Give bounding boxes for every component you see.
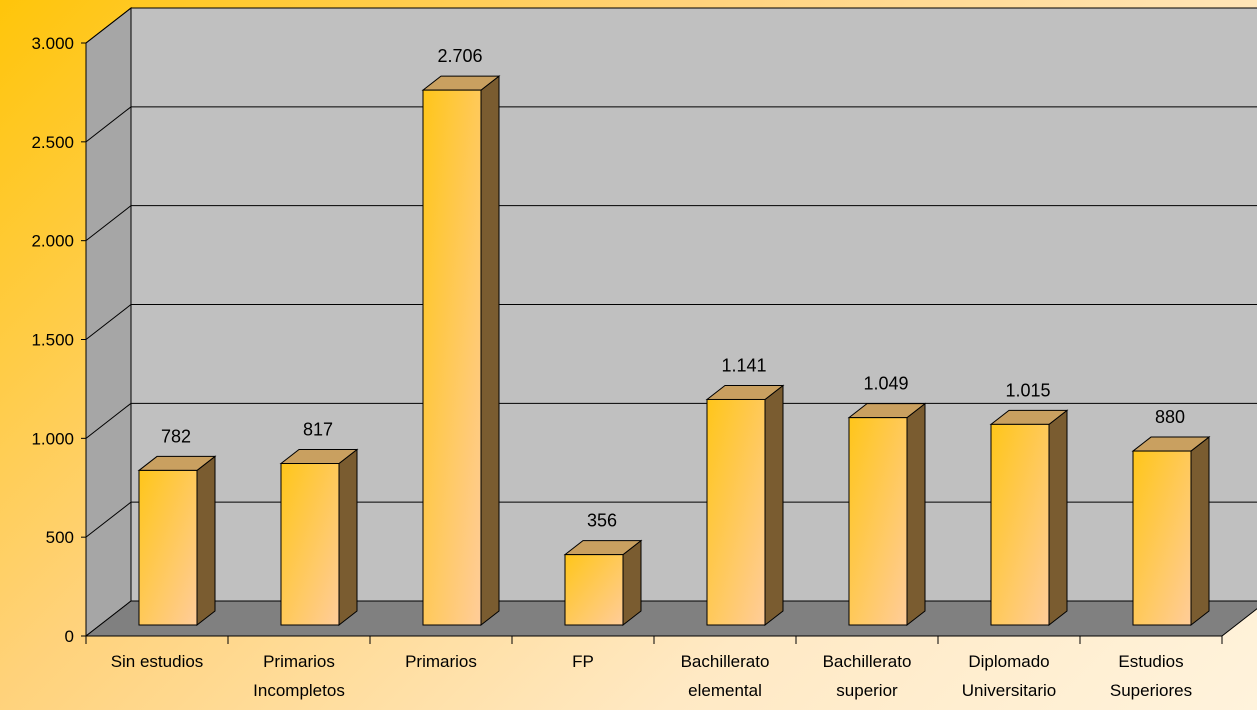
- x-category-label-6-1: Universitario: [962, 681, 1056, 700]
- bar-front-1: [280, 463, 340, 626]
- bar-side-0: [196, 455, 216, 627]
- gridlines: [85, 7, 1257, 538]
- data-label-7: 880: [1155, 407, 1185, 427]
- bar-4: [705, 384, 785, 627]
- bar-6: [989, 409, 1069, 627]
- bar-side-3: [622, 539, 642, 627]
- axes: [81, 42, 1223, 644]
- bar-front-3: [564, 554, 624, 626]
- gridline-6: [85, 7, 1257, 44]
- data-label-3: 356: [587, 511, 617, 531]
- y-tick-label-6: 3.000: [31, 34, 74, 53]
- data-label-6: 1.015: [1005, 380, 1050, 400]
- bar-front-6: [990, 423, 1050, 626]
- bar-7: [1131, 436, 1211, 627]
- y-tick-labels: 0 500 1.000 1.500 2.000 2.500 3.000: [31, 34, 74, 646]
- y-tick-label-3: 1.500: [31, 331, 74, 350]
- bar-0: [137, 455, 217, 627]
- floor: [84, 600, 1257, 637]
- x-category-label-4-0: Bachillerato: [681, 652, 770, 671]
- x-category-label-0-0: Sin estudios: [111, 652, 204, 671]
- x-category-labels: Sin estudios Primarios Incompletos Primario…: [111, 652, 1192, 700]
- x-category-label-5-1: superior: [836, 681, 898, 700]
- x-category-label-1-0: Primarios: [263, 652, 335, 671]
- bar-front-2: [422, 89, 482, 626]
- x-category-label-6-0: Diplomado: [968, 652, 1049, 671]
- bar-side-5: [906, 402, 926, 627]
- bar-2: [421, 75, 501, 627]
- data-label-4: 1.141: [721, 355, 766, 375]
- gridline-4: [85, 205, 1257, 242]
- x-category-label-3-0: FP: [572, 652, 594, 671]
- bar-front-5: [848, 417, 908, 626]
- chart-walls: [84, 6, 1257, 638]
- x-category-label-7-1: Superiores: [1110, 681, 1192, 700]
- y-tick-label-1: 500: [46, 528, 74, 547]
- bar-side-4: [764, 384, 784, 627]
- data-label-0: 782: [161, 426, 191, 446]
- bar-front-4: [706, 398, 766, 626]
- bar-1: [279, 448, 359, 627]
- gridline-3: [85, 304, 1257, 340]
- x-category-label-2-0: Primarios: [405, 652, 477, 671]
- y-tick-label-2: 1.000: [31, 429, 74, 448]
- y-tick-label-5: 2.500: [31, 133, 74, 152]
- x-category-label-5-0: Bachillerato: [823, 652, 912, 671]
- data-label-5: 1.049: [863, 374, 908, 394]
- bar-side-6: [1048, 409, 1068, 627]
- y-tick-label-4: 2.000: [31, 232, 74, 251]
- bar-side-1: [338, 448, 358, 627]
- y-tick-label-0: 0: [65, 627, 74, 646]
- bar-side-7: [1190, 436, 1210, 627]
- data-label-2: 2.706: [437, 46, 482, 66]
- bar-front-7: [1132, 450, 1192, 626]
- bar-3: [563, 539, 643, 627]
- x-category-label-7-0: Estudios: [1118, 652, 1183, 671]
- bars: [137, 75, 1211, 627]
- bar-side-2: [480, 75, 500, 627]
- data-label-1: 817: [303, 420, 333, 440]
- bar-5: [847, 402, 927, 627]
- data-labels: 782 817 2.706 356 1.141 1.049 1.015 880: [161, 46, 1185, 531]
- x-category-label-1-1: Incompletos: [253, 681, 345, 700]
- gridline-5: [85, 106, 1257, 143]
- bar-front-0: [138, 469, 198, 626]
- x-category-label-4-1: elemental: [688, 681, 762, 700]
